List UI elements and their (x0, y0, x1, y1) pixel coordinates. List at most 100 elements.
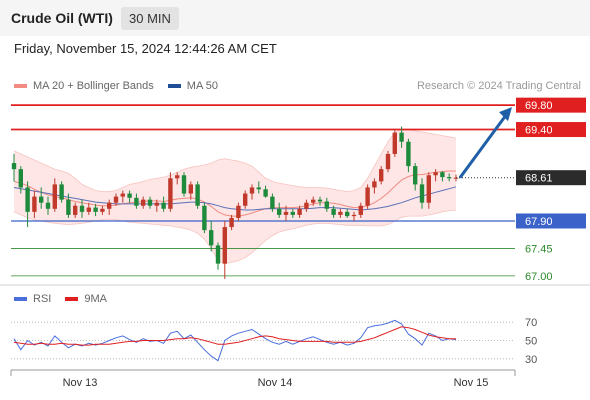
candle-body (358, 205, 363, 215)
x-tick-label: Nov 13 (63, 377, 98, 389)
x-tick-label: Nov 15 (454, 377, 489, 389)
rsi-tick-label: 70 (525, 317, 537, 329)
candle-body (365, 187, 370, 206)
ma50-legend-label: MA 50 (186, 80, 218, 92)
candle-body (175, 175, 180, 179)
candle-body (66, 199, 71, 215)
candle-body (86, 207, 91, 212)
candle-body (399, 132, 404, 142)
candle-body (277, 208, 282, 215)
level-label-box (516, 97, 586, 113)
candle-body (188, 184, 193, 194)
candle-body (18, 169, 23, 188)
level-label-resistance: 69.40 (525, 125, 553, 137)
candle-body (236, 205, 241, 218)
rsi-legend-label: RSI (33, 293, 52, 305)
candle-body (297, 208, 302, 215)
rsi-legend: RSI 9MA (14, 293, 107, 305)
instrument-title: Crude Oil (WTI) (11, 10, 113, 26)
candle-body (181, 175, 187, 194)
candle-body (351, 214, 357, 217)
candle-body (59, 184, 64, 200)
candle-body (372, 181, 377, 188)
candle-body (168, 178, 173, 209)
price-legend: MA 20 + Bollinger Bands MA 50 (14, 80, 218, 92)
candle-body (263, 189, 268, 197)
candle-body (100, 208, 105, 212)
candle-body (338, 211, 343, 215)
ma50-swatch (167, 84, 181, 88)
candle-body (154, 202, 159, 206)
ma20-legend-label: MA 20 + Bollinger Bands (33, 80, 154, 92)
candle-body (195, 184, 200, 206)
ma9-swatch (65, 297, 79, 301)
candle-body (304, 202, 309, 209)
rsi-swatch (14, 297, 27, 301)
forecast-arrow-shaft (458, 114, 508, 179)
timeframe-button[interactable]: 30 MIN (121, 7, 179, 30)
candle-body (147, 199, 153, 206)
candle-body (229, 217, 234, 228)
candle-body (32, 196, 37, 212)
current-price-label: 68.61 (525, 173, 553, 185)
candle-body (379, 169, 384, 182)
ma9-legend-label: 9MA (84, 293, 107, 305)
candle-body (249, 187, 255, 194)
level-label-box (516, 122, 586, 138)
level-label-pivot: 67.90 (525, 216, 553, 228)
candle-body (311, 199, 316, 203)
bollinger-band-area (14, 129, 456, 264)
candle-body (11, 163, 17, 170)
candle-body (413, 166, 418, 185)
candle-body (45, 202, 51, 209)
candle-body (79, 205, 85, 212)
forecast-arrow-head (499, 107, 512, 122)
level-label-support: 67.00 (525, 271, 553, 283)
candle-body (419, 184, 425, 203)
level-label-support: 67.45 (525, 243, 553, 255)
candle-body (283, 211, 289, 215)
candle-body (113, 196, 119, 203)
rsi-tick-label: 30 (525, 354, 537, 366)
candle-body (447, 177, 452, 179)
ma20-swatch (14, 84, 27, 88)
rsi-tick-label: 50 (525, 336, 537, 348)
candle-body (209, 230, 214, 246)
ma20-line (13, 170, 456, 217)
level-label-resistance: 69.80 (525, 100, 553, 112)
x-tick-label: Nov 14 (258, 377, 293, 389)
candle-body (324, 201, 329, 209)
candle-body (290, 211, 295, 215)
ma50-line (13, 186, 457, 211)
candle-body (426, 175, 431, 203)
candle-body (202, 205, 207, 231)
bollinger-lower-line (13, 209, 457, 265)
candle-body (73, 205, 78, 215)
candle-body (433, 172, 438, 176)
candle-body (120, 193, 125, 197)
candle-body (25, 187, 30, 212)
candle-body (222, 227, 227, 264)
candle-body (39, 196, 44, 203)
candle-body (345, 211, 350, 217)
candle-body (331, 208, 336, 215)
candle-body (270, 196, 275, 209)
current-price-box (516, 170, 586, 186)
candle-body (134, 197, 139, 206)
rsi-9ma-line (13, 326, 456, 346)
level-label-box (516, 213, 586, 229)
rsi-line (13, 319, 457, 362)
candle-body (93, 207, 98, 212)
candle-body (256, 187, 261, 190)
candle-body (317, 199, 323, 202)
candle-body (141, 199, 146, 206)
candle-body (107, 202, 112, 209)
candle-body (440, 172, 445, 178)
candle-body (127, 193, 132, 198)
research-credit: Research © 2024 Trading Central (416, 80, 581, 92)
timestamp: Friday, November 15, 2024 12:44:26 AM CE… (14, 41, 277, 56)
candle-body (52, 184, 57, 209)
candle-body (161, 202, 166, 209)
candle-body (243, 193, 248, 206)
